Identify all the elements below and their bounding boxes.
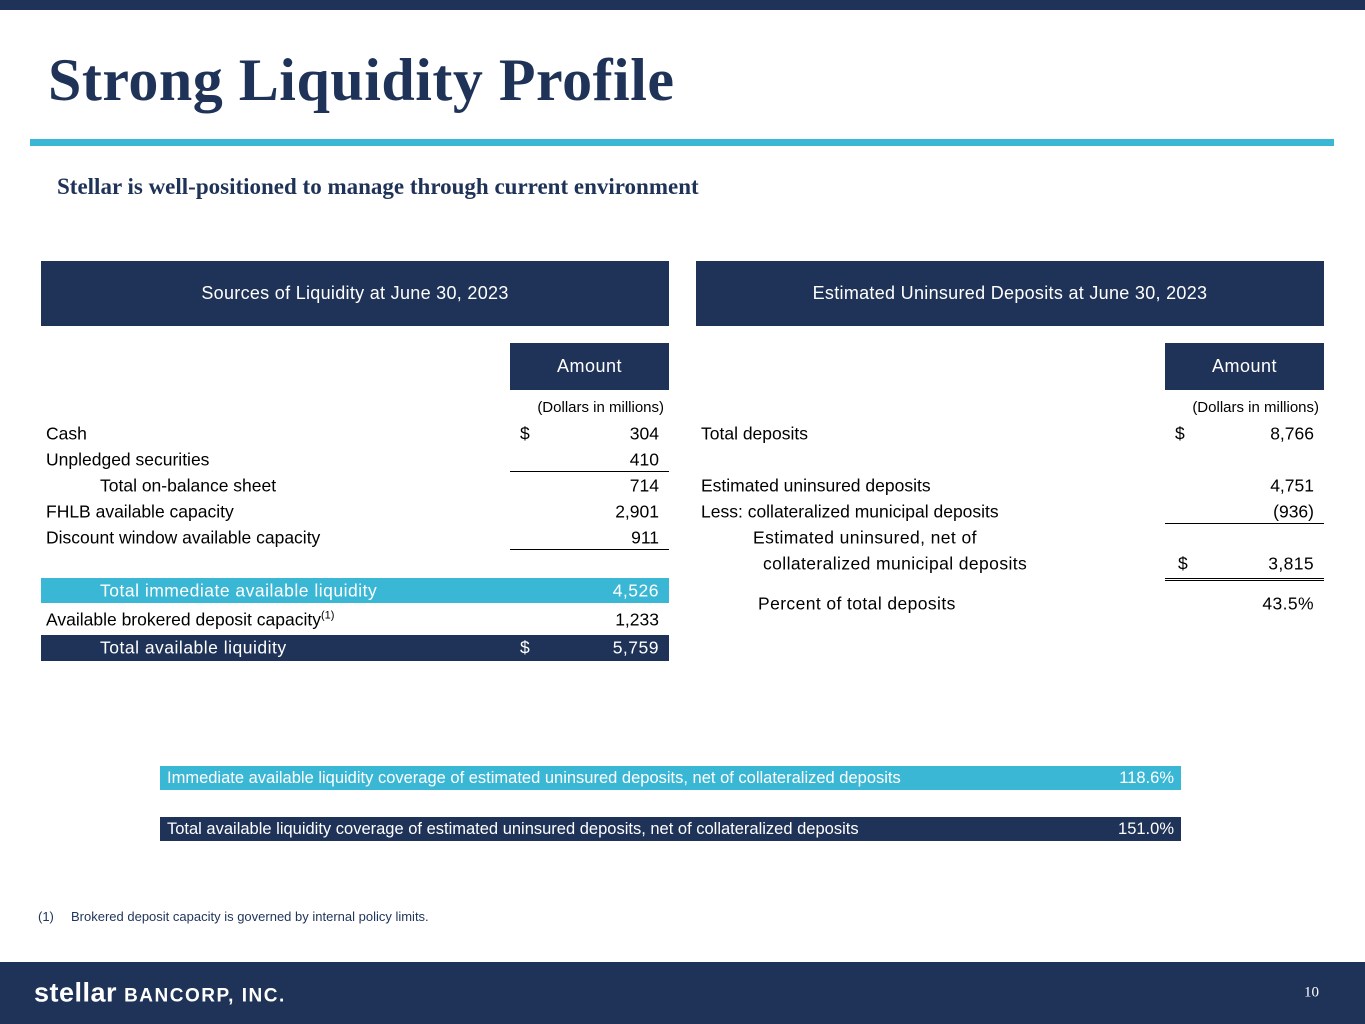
table-row-total-immediate-liquidity: Total immediate available liquidity 4,52… (41, 578, 669, 603)
row-value: 304 (629, 423, 659, 444)
currency-symbol: $ (520, 423, 530, 444)
table-row-spacer (696, 447, 1324, 473)
banner-value: 151.0% (1118, 819, 1174, 838)
row-label: Less: collateralized municipal deposits (701, 501, 999, 522)
table-row-estimated-uninsured-deposits: Estimated uninsured deposits 4,751 (696, 473, 1324, 499)
row-label: Discount window available capacity (46, 527, 321, 548)
right-table-header: Estimated Uninsured Deposits at June 30,… (696, 261, 1324, 326)
banner-value: 118.6% (1119, 768, 1174, 787)
logo-bancorp-text: BANCORP, INC. (124, 985, 286, 1007)
row-value: 43.5% (1262, 593, 1314, 614)
sources-of-liquidity-table: Cash $ 304 Unpledged securities 410 Tota… (41, 421, 669, 661)
row-label: FHLB available capacity (46, 501, 234, 522)
table-row-cash: Cash $ 304 (41, 421, 669, 447)
row-label: Total immediate available liquidity (100, 580, 378, 600)
table-row-percent-of-total-deposits: Percent of total deposits 43.5% (696, 591, 1324, 617)
table-row-total-on-balance-sheet: Total on-balance sheet 714 (41, 473, 669, 499)
row-value: 2,901 (615, 501, 659, 522)
row-value: 4,526 (612, 580, 659, 600)
row-label: Total deposits (701, 423, 809, 444)
right-units-label: (Dollars in millions) (1192, 399, 1319, 416)
uninsured-deposits-table: Total deposits $ 8,766 Estimated uninsur… (696, 421, 1324, 617)
table-row-unpledged-securities: Unpledged securities 410 (41, 447, 669, 473)
table-row-discount-window: Discount window available capacity 911 (41, 525, 669, 551)
footnote-text: Brokered deposit capacity is governed by… (71, 909, 429, 924)
total-liquidity-coverage-banner: Total available liquidity coverage of es… (160, 817, 1181, 841)
left-units-label: (Dollars in millions) (537, 399, 664, 416)
row-value: 5,759 (612, 637, 659, 658)
top-accent-bar (0, 0, 1365, 10)
currency-symbol: $ (1175, 423, 1185, 444)
footnote: (1) Brokered deposit capacity is governed… (38, 909, 429, 924)
row-value: 8,766 (1270, 423, 1314, 444)
row-label: Available brokered deposit capacity(1) (46, 610, 334, 631)
footnote-reference: (1) (320, 609, 335, 622)
immediate-liquidity-coverage-banner: Immediate available liquidity coverage o… (160, 766, 1181, 790)
row-label-line1: Estimated uninsured, net of (753, 527, 977, 548)
currency-symbol: $ (1178, 553, 1189, 574)
table-row-less-collateralized-municipal: Less: collateralized municipal deposits … (696, 499, 1324, 525)
logo-stellar-wordmark: stellar (34, 977, 118, 1008)
row-label-line2: collateralized municipal deposits (763, 553, 1028, 574)
page-number: 10 (1304, 984, 1319, 1001)
row-label: Percent of total deposits (758, 593, 956, 614)
left-table-header: Sources of Liquidity at June 30, 2023 (41, 261, 669, 326)
row-value: (936) (1273, 501, 1314, 522)
company-logo: stellar BANCORP, INC. (34, 978, 286, 1009)
row-label: Total available liquidity (100, 637, 287, 658)
row-label: Total on-balance sheet (100, 475, 277, 496)
footer-bar: stellar BANCORP, INC. 10 (0, 962, 1365, 1024)
row-label: Cash (46, 423, 87, 444)
table-row-total-available-liquidity: Total available liquidity $ 5,759 (41, 635, 669, 661)
title-underline (30, 139, 1334, 146)
banner-text: Immediate available liquidity coverage o… (167, 768, 901, 787)
right-amount-column-header: Amount (1165, 343, 1324, 390)
row-value: 911 (631, 527, 659, 548)
table-row-fhlb-capacity: FHLB available capacity 2,901 (41, 499, 669, 525)
subtitle: Stellar is well-positioned to manage thr… (57, 174, 699, 199)
banner-text: Total available liquidity coverage of es… (167, 819, 859, 838)
left-amount-column-header: Amount (510, 343, 669, 390)
currency-symbol: $ (520, 637, 531, 658)
row-value: 1,233 (615, 609, 659, 630)
table-row-total-deposits: Total deposits $ 8,766 (696, 421, 1324, 447)
row-value: 3,815 (1268, 553, 1314, 574)
row-label-text: Available brokered deposit capacity (46, 609, 321, 630)
footnote-marker: (1) (38, 909, 54, 924)
row-value: 714 (629, 475, 659, 496)
table-row-brokered-deposit-capacity: Available brokered deposit capacity(1) 1… (41, 607, 669, 633)
row-value: 410 (629, 449, 659, 470)
row-label: Estimated uninsured deposits (701, 475, 931, 496)
row-label: Unpledged securities (46, 449, 210, 470)
table-row-estimated-uninsured-net: Estimated uninsured, net of collateraliz… (696, 525, 1324, 581)
page-title: Strong Liquidity Profile (48, 47, 675, 113)
row-value: 4,751 (1270, 475, 1314, 496)
